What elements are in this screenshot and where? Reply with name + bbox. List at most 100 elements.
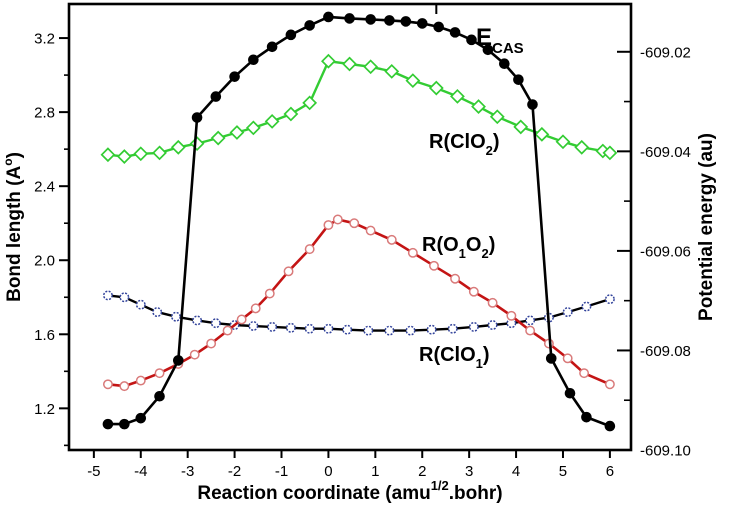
y-left-tick-label: 1.2 xyxy=(34,401,55,418)
series-marker-R_ClO2 xyxy=(602,145,618,161)
series-marker-R_ClO1 xyxy=(119,292,130,303)
series-marker-R_ClO1 xyxy=(304,323,315,334)
series-marker-E_CAS xyxy=(365,14,376,25)
series-marker-R_ClO2 xyxy=(555,134,571,150)
series-marker-R_O1O2 xyxy=(332,214,343,225)
series-marker-R_O1O2 xyxy=(506,310,517,321)
x-tick-label: 3 xyxy=(465,463,473,480)
series-marker-E_CAS xyxy=(304,20,315,31)
series-marker-E_CAS xyxy=(210,91,222,102)
series-marker-R_ClO2 xyxy=(133,146,149,162)
series-marker-R_ClO1 xyxy=(562,307,573,318)
series-marker-R_O1O2 xyxy=(189,349,200,360)
series-marker-R_O1O2 xyxy=(468,286,479,297)
series-marker-R_O1O2 xyxy=(450,273,461,284)
series-marker-R_ClO2 xyxy=(245,120,261,136)
series-marker-E_CAS xyxy=(527,99,538,110)
series-marker-E_CAS xyxy=(323,11,334,23)
x-tick-label: 0 xyxy=(324,463,332,480)
y-right-tick-label: -609.10 xyxy=(640,443,691,460)
series-marker-R_ClO2 xyxy=(152,145,167,161)
series-marker-R_ClO2 xyxy=(283,106,299,122)
series-marker-E_CAS xyxy=(513,74,524,85)
y-right-axis-title: Potential energy (au) xyxy=(696,133,717,321)
series-marker-R_O1O2 xyxy=(386,234,397,245)
series-marker-R_O1O2 xyxy=(102,379,113,390)
series-marker-R_O1O2 xyxy=(283,266,294,277)
series-marker-R_ClO2 xyxy=(189,136,205,151)
x-tick-label: -5 xyxy=(87,463,100,480)
series-marker-R_ClO1 xyxy=(426,324,437,335)
series-marker-R_ClO1 xyxy=(405,325,416,336)
series-marker-E_CAS xyxy=(416,18,428,29)
y-right-tick-label: -609.06 xyxy=(640,243,691,260)
y-left-tick-label: 2.0 xyxy=(34,253,55,270)
series-marker-R_O1O2 xyxy=(154,368,165,379)
series-marker-R_ClO1 xyxy=(604,294,615,305)
series-marker-R_ClO1 xyxy=(323,323,334,334)
series-marker-R_ClO2 xyxy=(450,88,465,104)
x-tick-label: 5 xyxy=(559,463,567,480)
series-marker-R_O1O2 xyxy=(407,247,418,258)
x-tick-label: 1 xyxy=(371,463,379,480)
series-marker-E_CAS xyxy=(135,412,147,424)
x-tick-label: -3 xyxy=(181,463,194,480)
series-marker-E_CAS xyxy=(499,58,510,70)
series-marker-R_O1O2 xyxy=(562,353,573,364)
series-marker-R_ClO1 xyxy=(447,323,458,334)
series-marker-R_ClO1 xyxy=(102,290,113,301)
series-marker-R_O1O2 xyxy=(264,288,275,299)
series-marker-R_ClO2 xyxy=(100,147,116,163)
series-marker-E_CAS xyxy=(604,420,616,432)
series-marker-E_CAS xyxy=(581,411,592,423)
series-marker-R_ClO2 xyxy=(574,139,590,155)
series-marker-R_ClO1 xyxy=(487,320,498,330)
series-marker-E_CAS xyxy=(285,29,297,41)
series-marker-E_CAS xyxy=(102,418,114,430)
y-left-tick-label: 1.6 xyxy=(34,327,55,344)
series-marker-E_CAS xyxy=(545,353,557,364)
series-marker-E_CAS xyxy=(449,27,461,38)
series-label-R_ClO1: R(ClO1) xyxy=(419,344,490,371)
series-marker-R_ClO1 xyxy=(210,318,221,329)
y-right-tick-label: -609.02 xyxy=(640,44,691,61)
y-right-tick-label: -609.04 xyxy=(640,144,691,161)
y-left-axis-title: Bond length (Ao) xyxy=(1,152,25,302)
series-marker-R_ClO2 xyxy=(321,53,336,69)
series-marker-R_ClO2 xyxy=(489,109,505,125)
x-axis-title: Reaction coordinate (amu1/2.bohr) xyxy=(197,478,502,504)
series-marker-R_ClO2 xyxy=(210,130,226,146)
series-marker-E_CAS xyxy=(248,54,259,66)
series-marker-E_CAS xyxy=(466,34,477,46)
series-marker-E_CAS xyxy=(266,41,278,53)
series-marker-E_CAS xyxy=(344,13,355,24)
series-marker-R_O1O2 xyxy=(250,303,261,314)
series-marker-R_ClO2 xyxy=(513,119,529,135)
series-marker-R_O1O2 xyxy=(525,325,536,336)
series-marker-R_ClO2 xyxy=(116,149,132,164)
series-marker-E_CAS xyxy=(433,21,444,33)
y-left-tick-label: 2.4 xyxy=(34,179,55,196)
x-tick-label: 2 xyxy=(418,463,426,480)
series-marker-R_O1O2 xyxy=(323,220,334,231)
series-marker-R_O1O2 xyxy=(604,379,615,390)
series-marker-R_ClO2 xyxy=(229,125,245,140)
series-marker-E_CAS xyxy=(154,390,165,402)
series-marker-R_ClO1 xyxy=(135,299,146,310)
series-marker-R_ClO2 xyxy=(342,56,357,72)
series-marker-R_O1O2 xyxy=(206,338,217,349)
series-marker-E_CAS xyxy=(173,355,184,366)
series-line-E_CAS xyxy=(107,15,611,428)
series-marker-R_ClO2 xyxy=(405,73,421,89)
series-marker-R_ClO2 xyxy=(170,139,186,155)
series-label-R_ClO2: R(ClO2) xyxy=(429,131,500,158)
series-label-R_O1O2: R(O1O2) xyxy=(422,234,495,261)
series-marker-R_ClO2 xyxy=(363,59,379,75)
series-marker-R_ClO1 xyxy=(171,311,181,322)
series-marker-R_ClO1 xyxy=(468,321,479,332)
series-marker-R_ClO1 xyxy=(152,307,163,318)
series-marker-E_CAS xyxy=(564,387,576,399)
x-tick-label: -1 xyxy=(275,463,288,480)
series-marker-R_ClO1 xyxy=(285,322,296,333)
